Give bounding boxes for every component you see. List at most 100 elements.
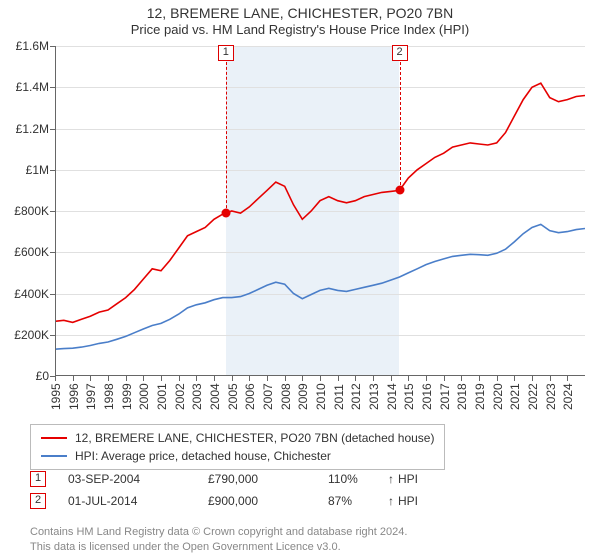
x-tick-label: 2015 [402, 383, 416, 410]
x-tick-label: 2024 [561, 383, 575, 410]
x-tick-label: 2021 [508, 383, 522, 410]
footer-line-1: Contains HM Land Registry data © Crown c… [30, 525, 407, 539]
sale-pct: 110% [328, 472, 388, 486]
x-tick-label: 2007 [261, 383, 275, 410]
x-tick-label: 2016 [420, 383, 434, 410]
x-tick-label: 1999 [120, 383, 134, 410]
y-tick-label: £1.2M [16, 122, 55, 136]
x-tick-label: 2018 [455, 383, 469, 410]
sales-table: 1 03-SEP-2004£790,000110%↑ HPI 2 01-JUL-2014… [30, 468, 418, 512]
y-axis-line [55, 46, 56, 376]
sale-date: 03-SEP-2004 [68, 472, 208, 486]
footer-attribution: Contains HM Land Registry data © Crown c… [30, 525, 407, 554]
chart-subtitle: Price paid vs. HM Land Registry's House … [0, 22, 600, 43]
x-tick [90, 376, 91, 381]
legend-item: 12, BREMERE LANE, CHICHESTER, PO20 7BN (… [41, 429, 434, 447]
x-tick-label: 2005 [226, 383, 240, 410]
x-tick [479, 376, 480, 381]
x-tick [338, 376, 339, 381]
x-tick-label: 2019 [473, 383, 487, 410]
x-tick [514, 376, 515, 381]
x-tick-label: 2000 [137, 383, 151, 410]
x-tick-label: 2014 [385, 383, 399, 410]
x-tick [320, 376, 321, 381]
x-tick-label: 2011 [332, 384, 346, 410]
legend-label: 12, BREMERE LANE, CHICHESTER, PO20 7BN (… [75, 429, 434, 447]
chart-lines-svg [55, 46, 585, 376]
footer-line-2: This data is licensed under the Open Gov… [30, 540, 407, 554]
sale-price: £900,000 [208, 494, 328, 508]
y-tick-label: £200K [14, 328, 55, 342]
x-tick-label: 2008 [279, 383, 293, 410]
legend-box: 12, BREMERE LANE, CHICHESTER, PO20 7BN (… [30, 424, 445, 470]
x-tick [108, 376, 109, 381]
x-tick [355, 376, 356, 381]
y-tick-label: £600K [14, 245, 55, 259]
x-tick-label: 2023 [544, 383, 558, 410]
y-tick-label: £0 [36, 369, 55, 383]
x-tick-label: 2020 [491, 383, 505, 410]
figure: 12, BREMERE LANE, CHICHESTER, PO20 7BN P… [0, 0, 600, 560]
x-tick-label: 2004 [208, 383, 222, 410]
x-tick [161, 376, 162, 381]
sale-row-marker: 2 [30, 493, 46, 509]
sale-date: 01-JUL-2014 [68, 494, 208, 508]
legend-item: HPI: Average price, detached house, Chic… [41, 447, 434, 465]
x-tick [408, 376, 409, 381]
x-tick [285, 376, 286, 381]
x-tick-label: 2013 [367, 383, 381, 410]
sale-marker-line [400, 62, 401, 190]
chart-plot-area: £0£200K£400K£600K£800K£1M£1.2M£1.4M£1.6M… [55, 46, 585, 376]
x-tick [249, 376, 250, 381]
y-tick-label: £400K [14, 287, 55, 301]
x-tick [214, 376, 215, 381]
y-tick-label: £1M [26, 163, 55, 177]
x-tick-label: 1995 [49, 383, 63, 410]
x-tick-label: 2017 [438, 383, 452, 410]
x-tick [73, 376, 74, 381]
up-arrow-icon: ↑ [388, 494, 394, 508]
sale-price: £790,000 [208, 472, 328, 486]
x-tick [444, 376, 445, 381]
x-tick-label: 1998 [102, 383, 116, 410]
x-tick [232, 376, 233, 381]
x-tick-label: 2003 [190, 383, 204, 410]
y-tick-label: £1.4M [16, 80, 55, 94]
x-tick [550, 376, 551, 381]
x-tick [461, 376, 462, 381]
series-hpi [55, 224, 585, 349]
x-tick-label: 2002 [173, 383, 187, 410]
sale-suffix: HPI [398, 472, 418, 486]
x-tick [391, 376, 392, 381]
legend-swatch [41, 437, 67, 439]
up-arrow-icon: ↑ [388, 472, 394, 486]
x-tick-label: 2012 [349, 383, 363, 410]
x-tick [426, 376, 427, 381]
x-tick [373, 376, 374, 381]
x-tick [55, 376, 56, 381]
x-tick-label: 2022 [526, 383, 540, 410]
sale-row-marker: 1 [30, 471, 46, 487]
x-tick [267, 376, 268, 381]
chart-title: 12, BREMERE LANE, CHICHESTER, PO20 7BN [0, 0, 600, 22]
x-tick-label: 2009 [296, 383, 310, 410]
x-tick [497, 376, 498, 381]
x-tick-label: 1997 [84, 383, 98, 410]
x-tick-label: 1996 [67, 383, 81, 410]
x-tick [143, 376, 144, 381]
sale-pct: 87% [328, 494, 388, 508]
x-tick [567, 376, 568, 381]
series-price_paid [55, 83, 585, 322]
sale-marker-box: 2 [392, 45, 408, 61]
sale-row: 2 01-JUL-2014£900,00087%↑ HPI [30, 490, 418, 512]
sale-marker-dot [221, 209, 230, 218]
x-tick [302, 376, 303, 381]
y-tick-label: £1.6M [16, 39, 55, 53]
sale-suffix: HPI [398, 494, 418, 508]
x-tick-label: 2006 [243, 383, 257, 410]
legend-label: HPI: Average price, detached house, Chic… [75, 447, 331, 465]
x-tick [196, 376, 197, 381]
sale-row: 1 03-SEP-2004£790,000110%↑ HPI [30, 468, 418, 490]
x-tick-label: 2001 [155, 383, 169, 410]
x-tick [179, 376, 180, 381]
